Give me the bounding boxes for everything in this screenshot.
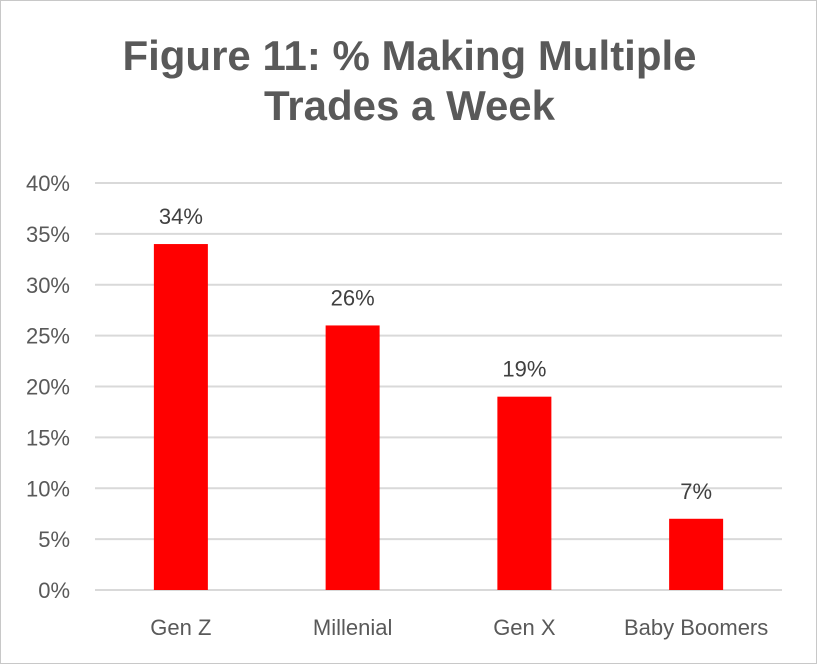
bar-millenial [325, 325, 380, 590]
x-axis-category-labels: Gen Z Millenial Gen X Baby Boomers [150, 615, 768, 640]
gridlines [95, 182, 782, 591]
chart-title-line-2: Trades a Week [263, 82, 556, 129]
y-tick-label: 0% [38, 578, 70, 603]
bar-gen-x [497, 396, 552, 590]
bar-baby-boomers [669, 518, 724, 590]
x-category-label: Millenial [313, 615, 392, 640]
data-label: 7% [680, 479, 712, 504]
chart-title-line-1: Figure 11: % Making Multiple [122, 32, 697, 79]
y-axis-tick-labels: 0% 5% 10% 15% 20% 25% 30% 35% 40% [26, 171, 70, 603]
data-labels: 34% 26% 19% 7% [159, 204, 712, 504]
y-tick-label: 15% [26, 425, 70, 450]
y-tick-label: 10% [26, 476, 70, 501]
chart-title: Figure 11: % Making Multiple Trades a We… [1, 31, 817, 131]
x-category-label: Gen X [493, 615, 556, 640]
x-category-label: Baby Boomers [624, 615, 768, 640]
y-tick-label: 30% [26, 273, 70, 298]
data-label: 19% [502, 357, 546, 382]
bars [153, 244, 724, 591]
y-tick-label: 20% [26, 375, 70, 400]
y-tick-label: 35% [26, 222, 70, 247]
x-category-label: Gen Z [150, 615, 211, 640]
data-label: 26% [331, 285, 375, 310]
data-label: 34% [159, 204, 203, 229]
y-tick-label: 5% [38, 527, 70, 552]
y-tick-label: 40% [26, 171, 70, 196]
y-tick-label: 25% [26, 324, 70, 349]
bar-gen-z [153, 244, 208, 591]
